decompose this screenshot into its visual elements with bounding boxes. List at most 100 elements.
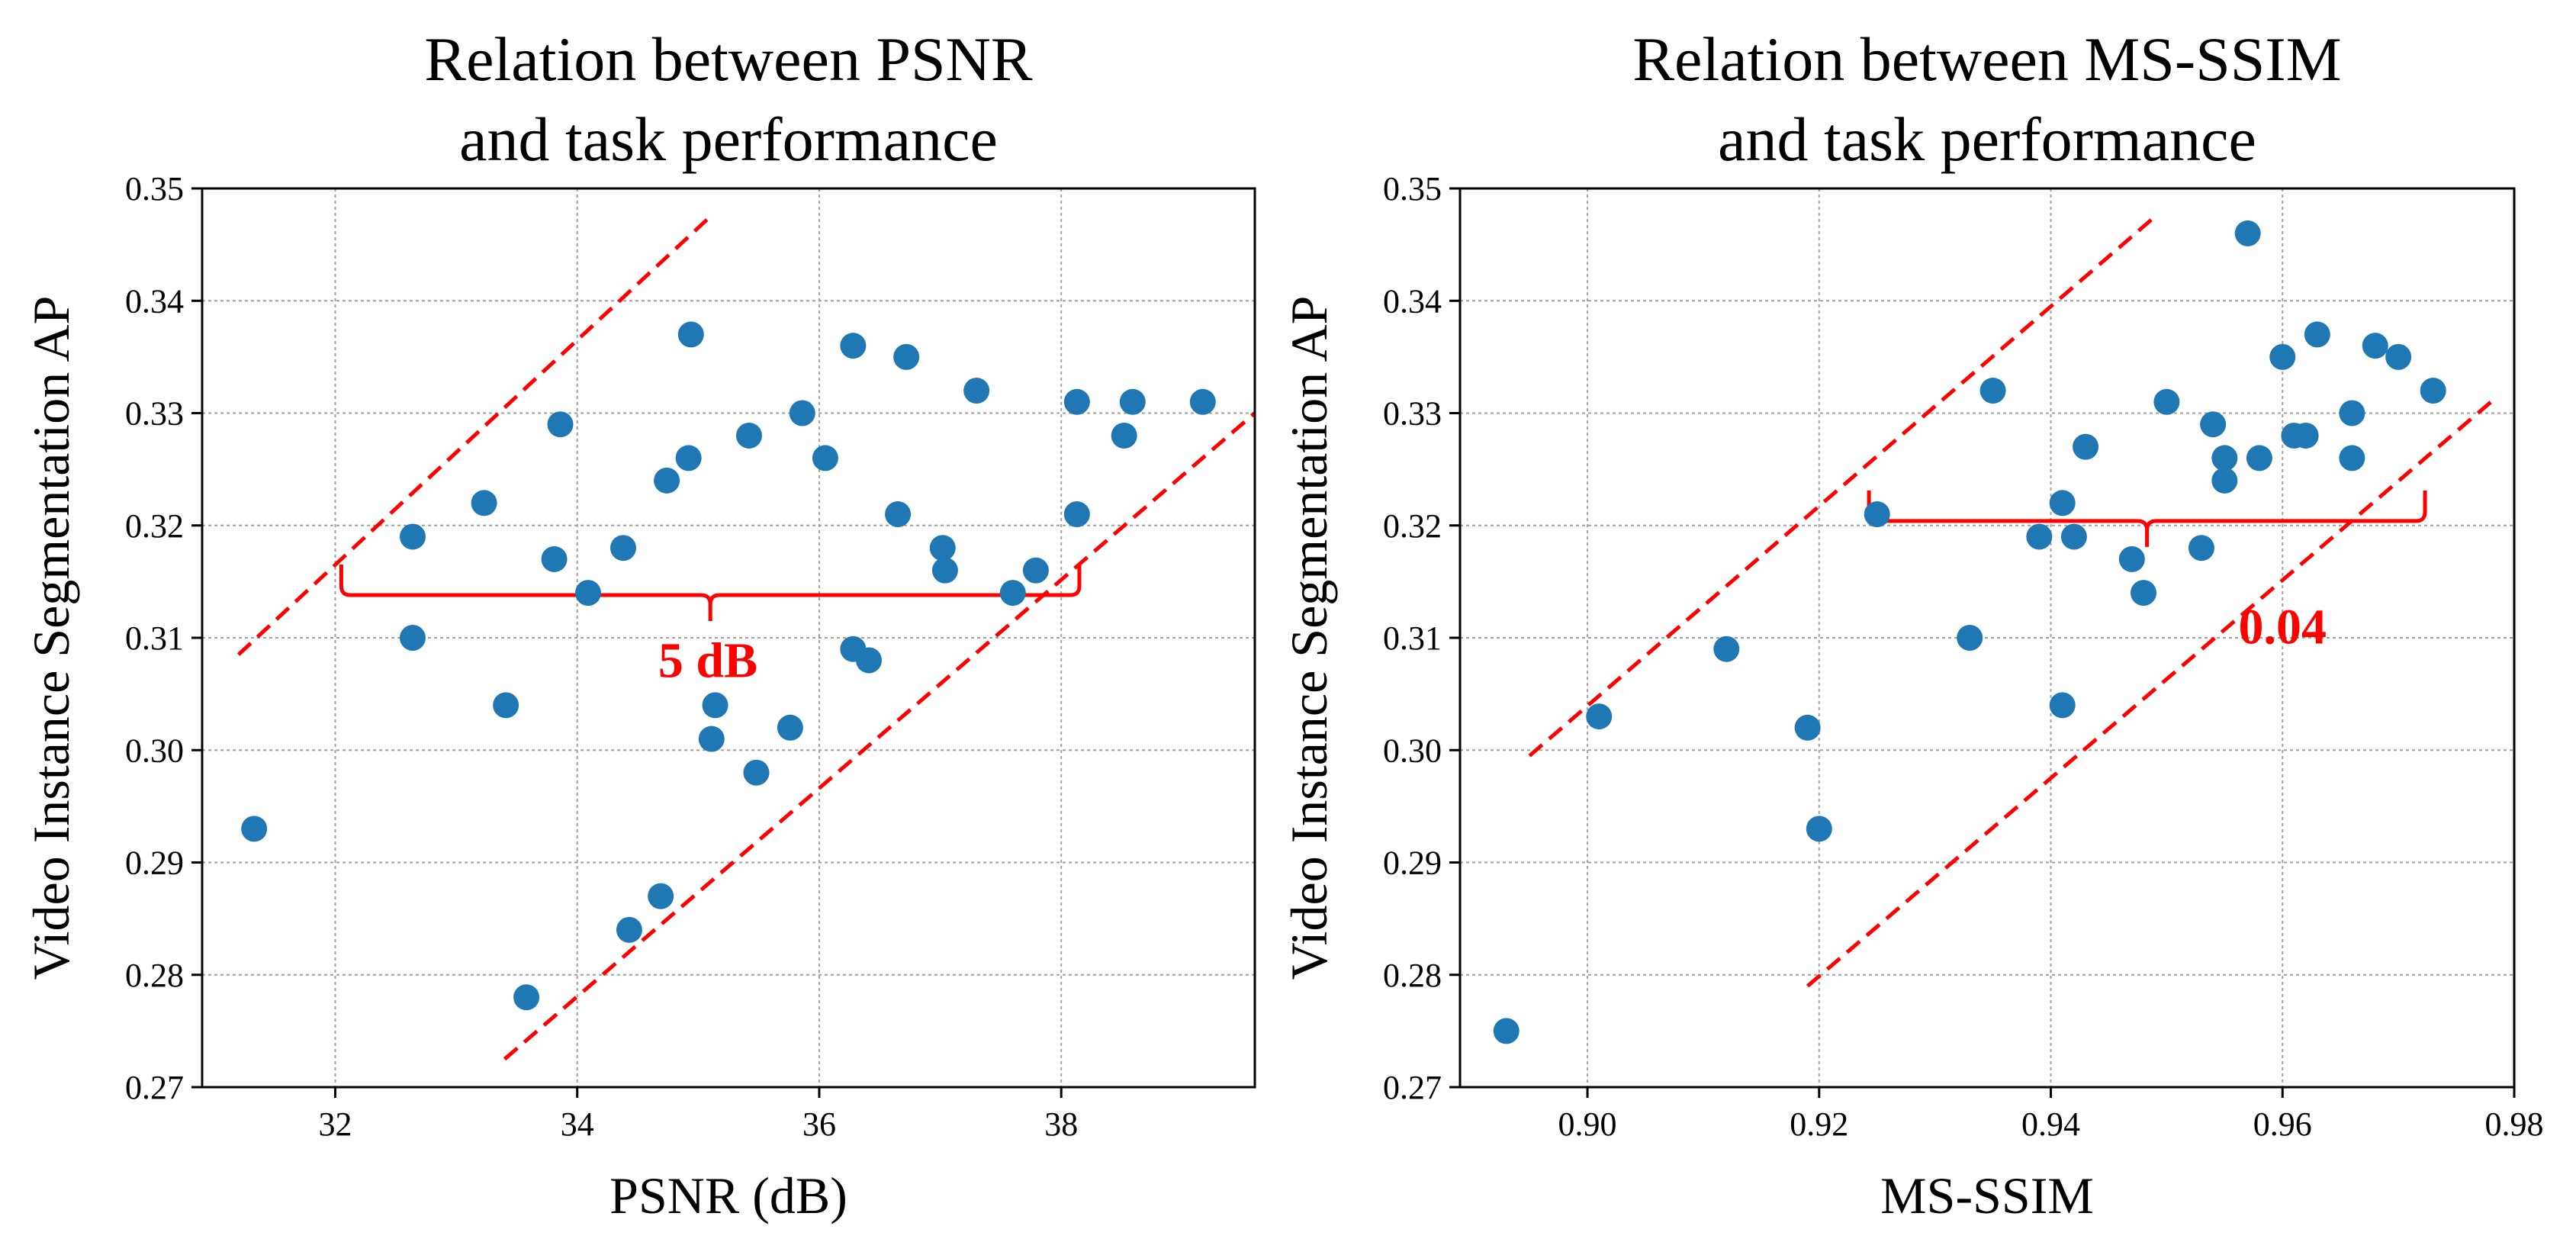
scatter-point <box>2131 580 2157 607</box>
dashed-reference-line-1 <box>1528 214 2156 758</box>
x-tick-label: 0.94 <box>2021 1105 2080 1143</box>
scatter-point <box>2073 433 2099 460</box>
y-tick-label: 0.35 <box>125 170 184 208</box>
scatter-point <box>1979 378 2006 404</box>
y-axis-label: Video Instance Segmentation AP <box>1280 296 1338 980</box>
y-tick-label: 0.30 <box>1383 732 1442 769</box>
scatter-point <box>2153 388 2180 415</box>
chart-title-line-2: and task performance <box>1718 105 2256 174</box>
scatter-point <box>2118 545 2145 572</box>
scatter-point <box>1794 714 1821 741</box>
range-brace <box>1867 490 2427 547</box>
scatter-point <box>931 557 958 584</box>
x-tick-label: 0.90 <box>1558 1105 1617 1143</box>
scatter-point <box>2362 333 2388 359</box>
x-axis-label: PSNR (dB) <box>609 1167 847 1224</box>
y-tick-label: 0.35 <box>1383 170 1442 208</box>
x-tick-label: 0.92 <box>1790 1105 1848 1143</box>
y-tick-label: 0.27 <box>125 1069 184 1106</box>
scatter-point <box>575 580 601 607</box>
scatter-point <box>840 333 867 359</box>
y-tick-label: 0.27 <box>1383 1069 1442 1106</box>
scatter-point <box>513 984 540 1011</box>
scatter-point <box>241 816 268 842</box>
scatter-point <box>2339 445 2365 471</box>
y-tick-label: 0.29 <box>1383 845 1442 882</box>
scatter-point <box>856 647 882 674</box>
dashed-reference-line-2 <box>503 411 1255 1061</box>
x-tick-label: 0.98 <box>2485 1105 2544 1143</box>
scatter-point <box>541 545 568 572</box>
scatter-point <box>777 714 803 741</box>
scatter-point <box>2211 467 2238 494</box>
scatter-point <box>2049 692 2076 719</box>
scatter-points <box>241 321 1216 1011</box>
scatter-point <box>812 445 838 471</box>
brace-label: 5 dB <box>658 633 757 689</box>
chart-title-line-1: Relation between MS-SSIM <box>1632 24 2341 94</box>
dashed-reference-line-1 <box>236 214 712 656</box>
reference-lines <box>1528 214 2493 988</box>
scatter-point <box>2339 400 2365 426</box>
scatter-points <box>1493 220 2446 1044</box>
psnr-chart-panel: Relation between PSNR and task performan… <box>22 24 1256 1224</box>
x-tick-label: 0.96 <box>2253 1105 2312 1143</box>
scatter-point <box>2292 422 2319 449</box>
scatter-point <box>400 523 426 550</box>
y-tick-label: 0.33 <box>125 395 184 433</box>
scatter-point <box>616 916 642 943</box>
scatter-point <box>2060 523 2087 550</box>
scatter-point <box>1806 816 1832 842</box>
grid <box>202 188 1255 1087</box>
scatter-point <box>702 692 728 719</box>
scatter-point <box>400 625 426 651</box>
y-tick-label: 0.34 <box>125 282 184 320</box>
dashed-reference-line-2 <box>1806 400 2493 988</box>
scatter-point <box>2211 445 2238 471</box>
scatter-point <box>1189 388 1216 415</box>
scatter-point <box>2234 220 2261 246</box>
x-tick-label: 32 <box>318 1105 352 1143</box>
y-axis-label: Video Instance Segmentation AP <box>22 296 80 980</box>
scatter-point <box>610 535 636 562</box>
grid <box>1460 188 2514 1087</box>
scatter-point <box>1493 1018 1520 1044</box>
scatter-point <box>2385 343 2412 370</box>
y-tick-label: 0.28 <box>1383 957 1442 994</box>
y-tick-label: 0.28 <box>125 957 184 994</box>
scatter-point <box>2188 535 2214 562</box>
scatter-point <box>2049 490 2076 516</box>
scatter-point <box>735 422 762 449</box>
scatter-point <box>789 400 815 426</box>
y-tick-label: 0.30 <box>125 732 184 769</box>
y-tick-label: 0.32 <box>1383 507 1442 545</box>
scatter-point <box>999 580 1026 607</box>
scatter-point <box>677 321 704 348</box>
x-tick-label: 36 <box>802 1105 836 1143</box>
y-tick-label: 0.31 <box>1383 619 1442 657</box>
reference-lines <box>236 214 1255 1061</box>
scatter-point <box>963 378 990 404</box>
scatter-point <box>1022 557 1049 584</box>
scatter-point <box>493 692 519 719</box>
chart-title-line-1: Relation between PSNR <box>424 24 1032 94</box>
scatter-point <box>1586 703 1613 730</box>
scatter-point <box>675 445 702 471</box>
scatter-point <box>698 726 725 752</box>
scatter-point <box>1864 501 1890 528</box>
scatter-point <box>2246 445 2272 471</box>
scatter-point <box>929 535 956 562</box>
scatter-point <box>1063 388 1090 415</box>
scatter-point <box>893 343 920 370</box>
scatter-point <box>2304 321 2330 348</box>
scatter-point <box>2200 411 2227 438</box>
scatter-point <box>648 883 674 909</box>
chart-title-line-2: and task performance <box>459 105 998 174</box>
brace-label: 0.04 <box>2239 599 2327 655</box>
x-tick-label: 34 <box>561 1105 594 1143</box>
scatter-point <box>547 411 574 438</box>
y-tick-label: 0.33 <box>1383 395 1442 433</box>
scatter-point <box>1957 625 1983 651</box>
scatter-point <box>654 467 680 494</box>
